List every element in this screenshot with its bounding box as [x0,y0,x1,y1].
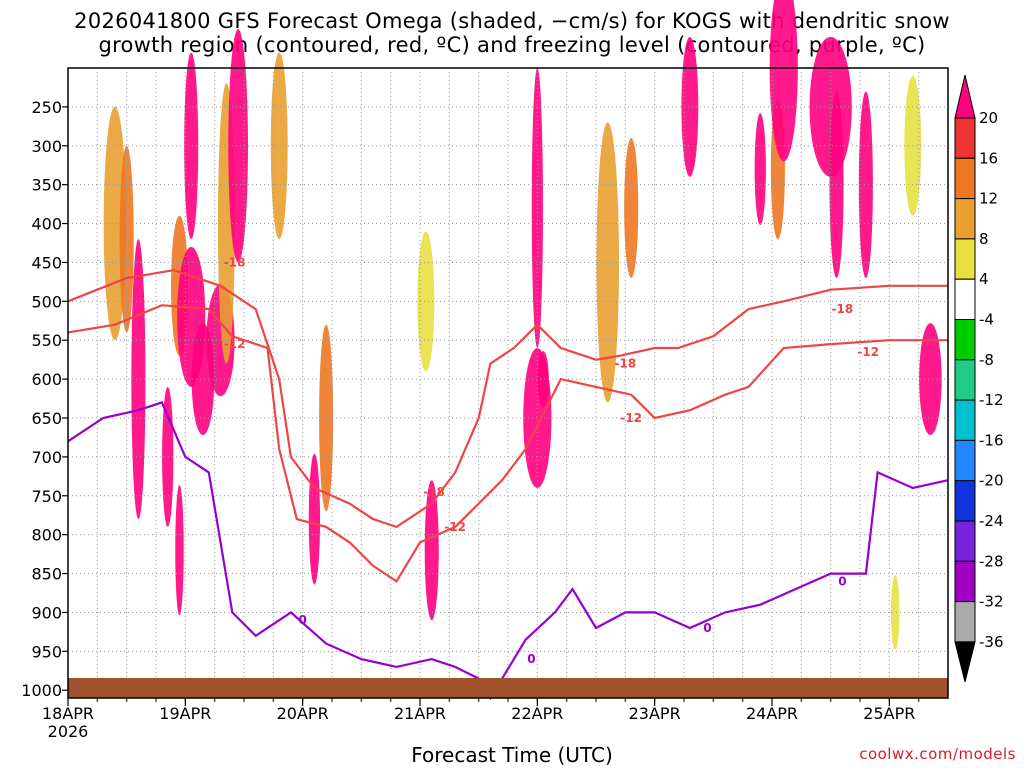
colorbar-label: -32 [979,593,1004,611]
colorbar-segment [954,278,976,321]
omega-blob [890,575,900,650]
omega-blob [754,113,766,226]
colorbar-segment [954,480,976,522]
colorbar-label: -8 [979,351,994,369]
colorbar-segment [954,238,976,280]
colorbar-segment [954,319,976,361]
dgz-contour-minus12-label: -12 [224,337,246,351]
colorbar-segment [954,560,976,603]
omega-blob [596,122,619,403]
colorbar-label: -12 [979,391,1004,409]
dgz-contour-minus18-label: -18 [224,255,246,269]
colorbar-segment [954,439,976,482]
omega-blob [624,138,639,278]
colorbar-segment [954,399,976,441]
colorbar: 20 16 12 8 4 -4 -8 -12 -16 -20 -24 -28 -32 -36 [954,74,1004,683]
colorbar-label: -28 [979,552,1004,570]
omega-blob [131,239,146,520]
omega-blob [919,323,942,436]
y-tick-label: 750 [31,487,62,506]
colorbar-label: -20 [979,472,1004,490]
x-tick-label: 18APR [42,704,94,723]
y-tick-label: 550 [31,331,62,350]
omega-blob [424,480,439,621]
omega-shading-layer [103,0,942,650]
omega-blob [119,145,134,333]
omega-blob [184,52,199,240]
dgz-contour-minus12-label: -12 [444,520,466,534]
colorbar-segment [954,359,976,401]
y-tick-label: 950 [31,642,62,661]
y-tick-label: 300 [31,137,62,156]
y-tick-label: 700 [31,448,62,467]
y-tick-label: 1000 [21,681,62,700]
y-tick-label: 650 [31,409,62,428]
x-axis-ticks: 18APR 19APR 20APR 21APR 22APR 23APR 24APR 25APR… [42,698,920,741]
omega-blob [175,484,184,616]
omega-blob [537,351,549,408]
y-tick-label: 400 [31,215,62,234]
omega-blob [228,29,248,263]
colorbar-label: 4 [979,270,989,288]
y-tick-label: 800 [31,526,62,545]
y-tick-label: 450 [31,253,62,272]
y-tick-label: 600 [31,370,62,389]
y-axis-ticks: 250 300 350 400 450 500 550 600 650 700 750 800 850 9… [21,98,68,700]
omega-blob [858,91,873,278]
dgz-contour-minus12-label: -12 [620,411,642,425]
omega-blob [319,324,334,512]
omega-blob [681,36,699,177]
y-tick-label: 250 [31,98,62,117]
y-tick-label: 350 [31,176,62,195]
x-tick-label: 19APR [159,704,211,723]
freezing-level-contour [67,401,949,701]
colorbar-label: -16 [979,431,1004,449]
x-year-label: 2026 [48,722,89,741]
colorbar-segment [954,601,976,643]
colorbar-bottom-triangle [954,641,976,683]
dgz-contour-minus12 [67,304,948,583]
x-tick-label: 24APR [746,704,798,723]
x-tick-label: 20APR [277,704,329,723]
dgz-contour-minus18-label: -18 [614,357,636,371]
colorbar-segment [954,520,976,562]
credit-link[interactable]: coolwx.com/models [859,745,1016,763]
grid-lines [68,68,949,698]
dgz-contour-minus18 [67,269,948,529]
colorbar-segment [954,157,976,200]
colorbar-label: -24 [979,512,1004,530]
colorbar-top-triangle [954,74,976,119]
colorbar-label: -36 [979,633,1004,651]
ground-surface-band [68,678,948,698]
colorbar-label: 12 [979,190,998,208]
omega-blob [417,231,435,372]
omega-blob [769,0,798,162]
x-axis-label: Forecast Time (UTC) [411,743,613,767]
freezing-level-contour-label: 0 [527,652,535,666]
dgz-contour-minus18-label: -18 [832,302,854,316]
x-tick-label: 21APR [394,704,446,723]
freezing-level-contour-label: 0 [703,621,711,635]
x-tick-label: 25APR [863,704,915,723]
y-tick-label: 500 [31,292,62,311]
freezing-level-contour-label: 0 [838,574,846,588]
omega-blob [308,453,321,585]
colorbar-segment [954,117,976,159]
freezing-level-contour-label: 0 [298,613,306,627]
omega-blob [809,36,852,177]
colorbar-segment [954,198,976,240]
dgz-contour-minus18-label: -18 [423,485,445,499]
colorbar-label: -4 [979,311,994,329]
x-tick-label: 22APR [511,704,563,723]
dgz-contour-minus12-label: -12 [857,345,879,359]
colorbar-label: 20 [979,109,998,127]
colorbar-label: 8 [979,230,989,248]
y-tick-label: 850 [31,565,62,584]
omega-blob [270,52,288,240]
chart-title-line1: 2026041800 GFS Forecast Omega (shaded, −… [74,9,950,33]
x-tick-label: 23APR [629,704,681,723]
y-tick-label: 900 [31,603,62,622]
colorbar-label: 16 [979,149,998,167]
